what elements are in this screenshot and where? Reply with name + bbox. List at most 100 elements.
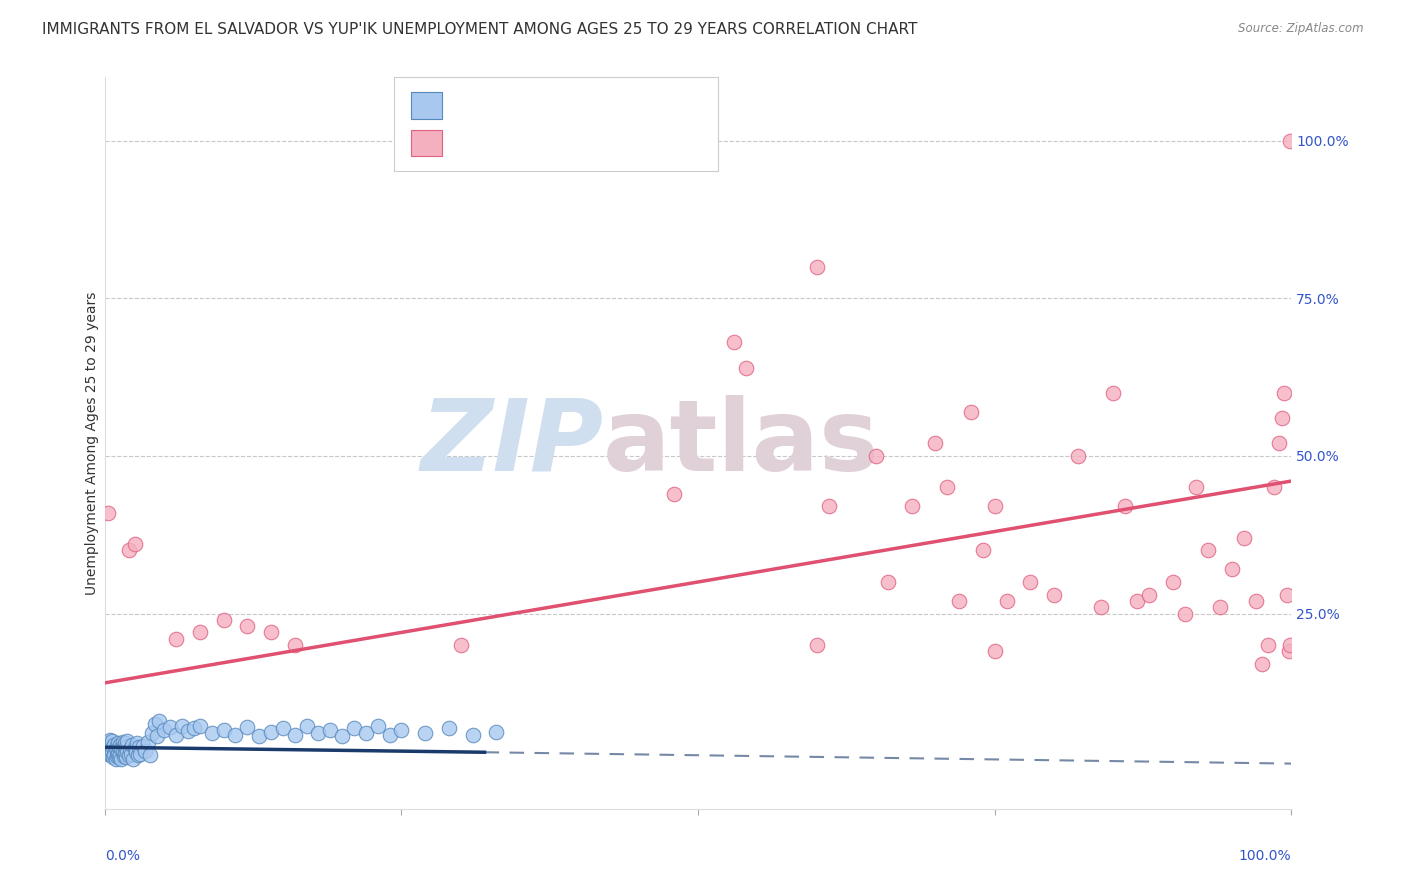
Point: [1272, 385, 1295, 400]
Point: [734, 360, 756, 375]
Point: [1102, 385, 1125, 400]
Point: [110, 741, 132, 756]
Point: [461, 728, 484, 742]
Text: 0.0%: 0.0%: [105, 849, 139, 863]
Text: R =: R =: [453, 136, 491, 151]
Point: [98, 732, 121, 747]
Point: [104, 741, 127, 756]
Point: [271, 721, 294, 735]
Text: Source: ZipAtlas.com: Source: ZipAtlas.com: [1239, 22, 1364, 36]
Point: [284, 728, 307, 742]
Point: [114, 747, 136, 761]
Point: [112, 739, 135, 753]
Point: [391, 723, 413, 738]
Point: [111, 745, 134, 759]
Point: [1137, 588, 1160, 602]
Point: [972, 543, 994, 558]
Point: [1114, 500, 1136, 514]
Point: [110, 751, 132, 765]
Point: [1209, 600, 1232, 615]
Point: [153, 723, 176, 738]
Point: [134, 744, 156, 758]
Point: [367, 719, 389, 733]
Point: [104, 751, 127, 765]
Point: [115, 750, 138, 764]
Point: [136, 735, 159, 749]
Point: [128, 740, 150, 755]
Point: [141, 726, 163, 740]
Point: [664, 486, 686, 500]
Point: [900, 500, 922, 514]
Point: [97, 747, 120, 761]
Point: [100, 739, 122, 753]
Point: [1067, 449, 1090, 463]
Point: [132, 739, 155, 753]
Point: [224, 728, 246, 742]
Point: [107, 747, 129, 761]
Point: [354, 726, 377, 740]
Point: [343, 721, 366, 735]
Point: [983, 500, 1005, 514]
Point: [924, 436, 946, 450]
Point: [170, 719, 193, 733]
Point: [247, 730, 270, 744]
Point: [983, 644, 1005, 658]
Point: [212, 613, 235, 627]
Point: [1090, 600, 1112, 615]
Point: [108, 750, 131, 764]
Point: [1185, 480, 1208, 494]
Point: [1250, 657, 1272, 671]
Point: [877, 574, 900, 589]
Point: [148, 714, 170, 728]
Point: [97, 736, 120, 750]
Point: [1161, 574, 1184, 589]
Point: [127, 748, 149, 763]
Point: [1278, 644, 1301, 658]
Point: [139, 748, 162, 763]
Point: [143, 717, 166, 731]
Point: [188, 719, 211, 733]
Point: [378, 728, 401, 742]
Text: IMMIGRANTS FROM EL SALVADOR VS YUP'IK UNEMPLOYMENT AMONG AGES 25 TO 29 YEARS COR: IMMIGRANTS FROM EL SALVADOR VS YUP'IK UN…: [42, 22, 918, 37]
Point: [212, 723, 235, 738]
Text: 82: 82: [628, 98, 650, 113]
Point: [1233, 531, 1256, 545]
Point: [125, 745, 148, 759]
Point: [1263, 480, 1285, 494]
Point: [110, 747, 132, 762]
Point: [1279, 638, 1302, 652]
Point: [236, 720, 259, 734]
Point: [806, 638, 828, 652]
Point: [105, 739, 128, 753]
Point: [437, 721, 460, 735]
Point: [165, 632, 187, 646]
Point: [948, 594, 970, 608]
Point: [260, 625, 283, 640]
Point: [307, 726, 329, 740]
Point: [114, 736, 136, 750]
Point: [1019, 574, 1042, 589]
Point: [101, 745, 124, 759]
Point: [101, 734, 124, 748]
Point: [98, 744, 121, 758]
Point: [165, 728, 187, 742]
Y-axis label: Unemployment Among Ages 25 to 29 years: Unemployment Among Ages 25 to 29 years: [86, 292, 100, 595]
Text: 100.0%: 100.0%: [1239, 849, 1291, 863]
Point: [260, 725, 283, 739]
Point: [1220, 562, 1243, 576]
Point: [865, 449, 887, 463]
Point: [1043, 588, 1066, 602]
Text: ZIP: ZIP: [420, 395, 603, 491]
Point: [117, 748, 139, 763]
Point: [108, 740, 131, 755]
Point: [103, 738, 125, 752]
Point: [995, 594, 1018, 608]
Text: N =: N =: [576, 98, 620, 113]
Point: [817, 500, 839, 514]
Point: [413, 726, 436, 740]
Point: [107, 736, 129, 750]
Point: [146, 730, 169, 744]
Point: [124, 537, 146, 551]
Point: [806, 260, 828, 274]
Point: [177, 724, 200, 739]
